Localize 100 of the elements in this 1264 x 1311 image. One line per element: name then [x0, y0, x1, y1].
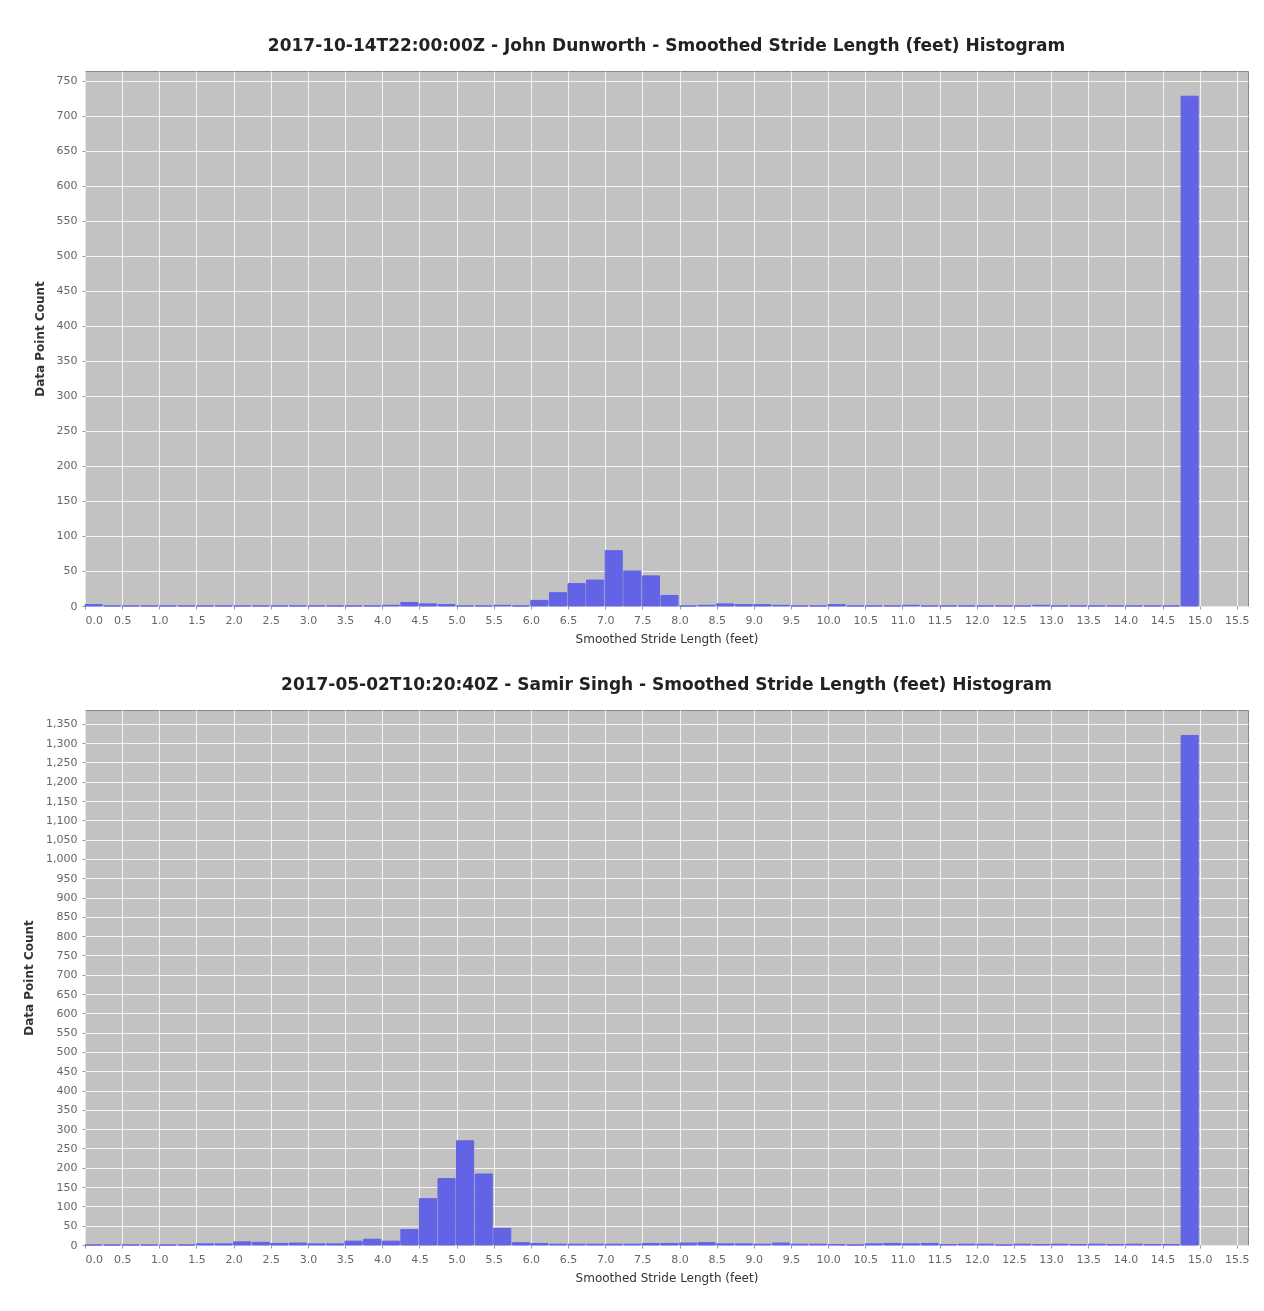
- x-tick-label: 11.0: [890, 1252, 916, 1266]
- y-tick-label: 100: [56, 1199, 78, 1213]
- x-tick-label: 4.5: [411, 1252, 429, 1266]
- y-tick-label: 250: [56, 1142, 78, 1155]
- y-tick-label: 750: [56, 74, 78, 88]
- x-tick-label: 6.0: [522, 613, 541, 627]
- x-tick-label: 3.0: [299, 613, 318, 627]
- x-tick-label: 0.5: [113, 1252, 132, 1266]
- x-tick-label: 15.0: [1187, 1252, 1213, 1266]
- y-tick-label: 600: [56, 179, 78, 193]
- y-tick-label: 400: [56, 319, 78, 333]
- x-tick-label: 1.5: [188, 1252, 206, 1266]
- y-tick-label: 550: [56, 214, 78, 228]
- x-tick-label: 7.0: [596, 1252, 615, 1266]
- x-tick-label: 13.5: [1076, 1252, 1101, 1266]
- x-tick-label: 7.5: [634, 1252, 652, 1266]
- x-tick-label: 8.0: [671, 613, 689, 627]
- y-tick-label: 1,050: [46, 833, 78, 847]
- y-tick-label: 850: [56, 910, 78, 924]
- x-tick-label: 4.0: [374, 1252, 392, 1266]
- x-tick-label: 12.0: [965, 1252, 990, 1266]
- x-tick-label: 6.5: [559, 1252, 578, 1266]
- x-tick-label: 2.5: [262, 1252, 281, 1266]
- x-tick-label: 1.0: [151, 613, 169, 627]
- x-tick-label: 1.5: [188, 613, 206, 627]
- y-tick-label: 0: [70, 599, 78, 613]
- y-tick-label: 300: [56, 1122, 78, 1136]
- x-tick-label: 3.5: [336, 1252, 355, 1266]
- x-tick-label: 2.0: [225, 1252, 243, 1266]
- x-tick-label: 8.0: [671, 1252, 689, 1266]
- y-tick-label: 200: [56, 1161, 78, 1175]
- x-tick-label: 9.0: [745, 1252, 764, 1266]
- x-tick-label: 6.5: [559, 613, 578, 627]
- y-tick-label: 450: [56, 1064, 78, 1078]
- y-tick-label: 200: [56, 459, 78, 473]
- x-tick-label: 0.0: [85, 1252, 103, 1266]
- x-tick-label: 14.5: [1150, 1252, 1176, 1266]
- x-tick-label: 9.0: [745, 613, 764, 627]
- y-tick-label: 1,100: [46, 813, 78, 827]
- x-tick-label: 10.5: [853, 613, 879, 627]
- y-tick-label: 1,000: [46, 852, 78, 866]
- y-tick-label: 150: [56, 1180, 78, 1194]
- chart-title: 2017-10-14T22:00:00Z - John Dunworth - Smoothed Stride Length (feet) Histogram: [267, 35, 1066, 55]
- y-tick-label: 950: [56, 871, 78, 885]
- y-tick-label: 100: [56, 529, 78, 543]
- x-tick-label: 7.0: [596, 613, 615, 627]
- x-tick-label: 6.0: [522, 1252, 541, 1266]
- x-tick-label: 8.5: [708, 1252, 726, 1266]
- x-tick-label: 5.0: [448, 613, 466, 627]
- x-tick-label: 12.0: [965, 613, 990, 627]
- y-tick-label: 650: [56, 987, 78, 1001]
- x-tick-label: 10.0: [816, 1252, 841, 1266]
- x-tick-label: 9.5: [782, 1252, 801, 1266]
- y-tick-label: 600: [56, 1006, 78, 1020]
- y-tick-label: 650: [56, 144, 78, 158]
- y-tick-label: 1,250: [46, 756, 78, 769]
- x-tick-label: 10.0: [816, 613, 841, 627]
- x-tick-label: 3.5: [336, 613, 355, 627]
- y-tick-label: 550: [56, 1026, 78, 1040]
- x-tick-label: 5.5: [485, 613, 503, 627]
- x-tick-label: 2.5: [262, 613, 281, 627]
- y-tick-label: 1,200: [46, 775, 78, 789]
- y-tick-label: 450: [56, 284, 78, 298]
- x-tick-label: 12.5: [1002, 613, 1027, 627]
- y-tick-label: 700: [56, 109, 78, 123]
- x-tick-label: 9.5: [782, 613, 801, 627]
- x-tick-label: 15.5: [1225, 1252, 1250, 1266]
- x-tick-label: 13.5: [1076, 613, 1101, 627]
- x-tick-label: 2.0: [225, 613, 243, 627]
- x-tick-label: 14.0: [1113, 1252, 1139, 1266]
- y-tick-label: 1,300: [46, 736, 78, 750]
- x-tick-label: 7.5: [634, 613, 652, 627]
- y-axis-title: Data Point Count: [32, 280, 47, 397]
- y-tick-label: 350: [56, 1103, 78, 1117]
- x-axis-title: Smoothed Stride Length (feet): [575, 631, 759, 646]
- x-tick-label: 11.0: [890, 613, 916, 627]
- x-tick-label: 15.5: [1225, 613, 1250, 627]
- x-tick-label: 1.0: [151, 1252, 169, 1266]
- x-tick-label: 13.0: [1039, 1252, 1064, 1266]
- chart-title: 2017-05-02T10:20:40Z - Samir Singh - Smoothed Stride Length (feet) Histogram: [281, 674, 1052, 694]
- x-tick-label: 15.0: [1187, 613, 1213, 627]
- y-tick-label: 400: [56, 1084, 78, 1098]
- y-tick-label: 300: [56, 389, 78, 403]
- x-tick-label: 4.5: [411, 613, 429, 627]
- y-tick-label: 800: [56, 929, 78, 943]
- y-tick-label: 50: [63, 564, 78, 578]
- y-tick-label: 500: [56, 249, 78, 263]
- x-tick-label: 11.5: [927, 613, 953, 627]
- x-tick-label: 0.5: [113, 613, 132, 627]
- y-tick-label: 500: [56, 1045, 78, 1059]
- y-tick-label: 1,150: [46, 794, 78, 808]
- x-tick-label: 4.0: [374, 613, 392, 627]
- y-tick-label: 900: [56, 891, 78, 905]
- x-tick-label: 11.5: [927, 1252, 953, 1266]
- y-axis-title: Data Point Count: [22, 919, 37, 1036]
- x-tick-label: 5.0: [448, 1252, 466, 1266]
- y-tick-label: 1,350: [46, 717, 78, 731]
- x-tick-label: 10.5: [853, 1252, 879, 1266]
- y-tick-label: 150: [56, 494, 78, 508]
- y-tick-label: 350: [56, 354, 78, 368]
